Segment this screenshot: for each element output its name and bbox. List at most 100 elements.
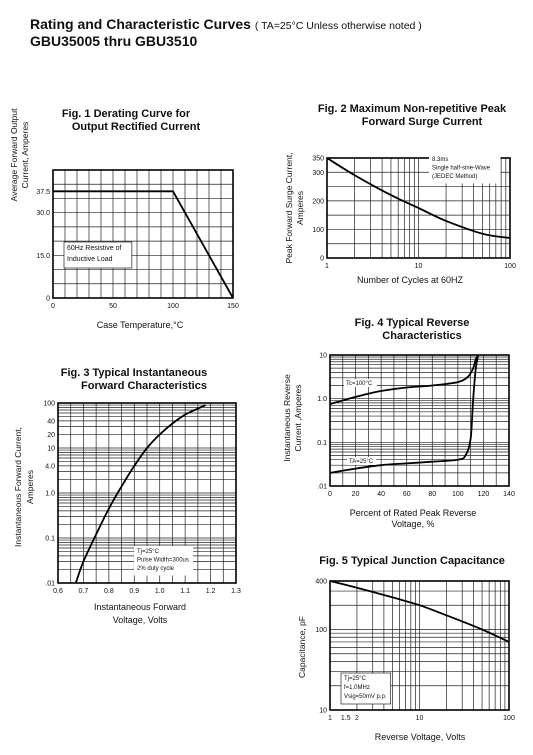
fig5-ytick-label: 400 [315, 579, 327, 586]
fig3-annotation-box [134, 546, 194, 576]
header-title: Rating and Characteristic Curves [30, 16, 251, 32]
fig3-chart: 0.6 0.7 0.8 0.9 1.0 1.1 1.2 1.3 .01 0.1 1.0 4.0 10 20… [13, 367, 241, 625]
fig3-xtick-label: 1.3 [231, 588, 241, 595]
fig4-ytick-label: 0.1 [317, 440, 327, 447]
fig4-ytick-label: .01 [317, 484, 327, 491]
fig1-xtick-label: 0 [51, 303, 55, 310]
fig1-title: Fig. 1 Derating Curve for [62, 108, 191, 120]
fig1-ytick-label: 30.0 [36, 210, 50, 217]
fig4-series-label-bg [344, 379, 377, 387]
fig4-frame [329, 354, 510, 487]
fig5-xtick-label: 100 [503, 715, 515, 722]
fig5-ytick-label: 100 [315, 627, 327, 634]
fig5-ylabel: Capacitance, pF [297, 616, 307, 678]
fig3-ytick-label: 1.0 [45, 491, 55, 498]
fig2-annotation: (JEDEC Method) [432, 174, 477, 180]
fig3-title: Forward Characteristics [81, 380, 207, 392]
fig1-xtick-label: 100 [167, 303, 179, 310]
fig3-xtick-label: 0.8 [104, 588, 114, 595]
fig1-grid [52, 169, 234, 299]
fig5-annotation: Tj=25°C [344, 676, 367, 682]
fig5-xtick-label: 1.5 [341, 715, 351, 722]
fig2-ylabel: Peak Forward Surge Current, [284, 152, 294, 263]
fig5-xtick-label: 2 [355, 715, 359, 722]
fig1-xlabel: Case Temperature,°C [97, 320, 184, 330]
fig3-xtick-label: 0.7 [79, 588, 89, 595]
fig3-xtick-label: 1.2 [206, 588, 216, 595]
fig1-ylabel: Current, Amperes [20, 122, 30, 189]
fig1-title: Output Rectified Current [72, 121, 201, 133]
fig2-ylabel: Amperes [295, 191, 305, 225]
fig4-xtick-label: 140 [503, 491, 515, 498]
fig2-xtick-label: 10 [415, 263, 423, 270]
fig1-xtick-label: 150 [227, 303, 239, 310]
fig4-ytick-label: 10 [319, 353, 327, 360]
fig4-series-line-2 [329, 354, 480, 474]
fig5-frame [329, 580, 510, 711]
fig3-frame [57, 402, 237, 584]
fig3-annotation: Tj=25°C [137, 549, 160, 555]
header-condition: ( TA=25°C Unless otherwise noted ) [254, 20, 422, 32]
fig5-title: Fig. 5 Typical Junction Capacitance [319, 555, 505, 567]
fig3-xlabel: Voltage, Volts [113, 615, 168, 625]
fig5-annotation-box [340, 672, 391, 705]
fig4-xtick-label: 0 [328, 491, 332, 498]
fig3-xtick-label: 1.0 [155, 588, 165, 595]
fig5-chart: 1 1.5 2 10 100 10 100 400 Fig. 5 Typical Junctio… [297, 555, 515, 742]
header-line-1: Rating and Characteristic Curves ( TA=25… [30, 16, 422, 32]
fig2-xlabel: Number of Cycles at 60HZ [357, 275, 464, 285]
fig5-xtick-label: 10 [416, 715, 424, 722]
fig2-title: Forward Surge Current [362, 116, 483, 128]
fig4-series-label: Tc=100°C [346, 381, 373, 387]
fig1-annotation: Inductive Load [67, 256, 113, 263]
fig4-grid [329, 354, 510, 487]
fig4-series-label-bg [347, 457, 377, 465]
fig2-series-line-1 [326, 157, 511, 239]
fig3-xtick-label: 1.1 [180, 588, 190, 595]
fig5-annotation: f=1.0MHz [344, 685, 370, 691]
fig1-annotation: 60Hz Resistive of [67, 245, 122, 252]
fig4-xlabel: Voltage, % [391, 519, 434, 529]
fig3-title: Fig. 3 Typical Instantaneous [61, 367, 208, 379]
fig2-ytick-label: 200 [312, 198, 324, 205]
fig3-series-line-1 [74, 404, 206, 584]
fig4-title: Fig. 4 Typical Reverse [355, 317, 470, 329]
page-header: Rating and Characteristic Curves ( TA=25… [30, 16, 422, 49]
fig1-annotation-box [63, 241, 133, 269]
fig1-frame [52, 169, 234, 299]
fig4-xtick-label: 40 [377, 491, 385, 498]
fig2-chart: 1 10 100 0 100 200 300 350 Fig. 2 Maximum Non-re… [284, 103, 516, 285]
fig1-series-line-1 [53, 190, 234, 299]
fig3-ytick-label: 20 [47, 432, 55, 439]
fig3-ylabel: Amperes [25, 470, 35, 504]
fig2-annotation-box [429, 154, 501, 184]
fig5-xlabel: Reverse Voltage, Volts [375, 732, 466, 742]
fig3-ylabel: Instantaneous Forward Current, [13, 427, 23, 547]
fig4-title: Characteristics [382, 330, 462, 342]
fig1-ytick-label: 15.0 [36, 253, 50, 260]
fig2-frame [326, 157, 511, 259]
fig4-xtick-label: 100 [452, 491, 464, 498]
fig2-xtick-label: 100 [504, 263, 516, 270]
fig4-xlabel: Percent of Rated Peak Reverse [350, 508, 477, 518]
fig2-annotation: 8.3ms [432, 157, 448, 163]
fig2-ytick-label: 0 [320, 256, 324, 263]
fig2-annotation: Single half-sine-Wave [432, 166, 491, 172]
fig1-xtick-label: 50 [109, 303, 117, 310]
fig5-xtick-label: 1 [328, 715, 332, 722]
fig1-ytick-label: 0 [46, 296, 50, 303]
fig3-ytick-label: 40 [47, 418, 55, 425]
fig2-ytick-label: 300 [312, 170, 324, 177]
fig2-title: Fig. 2 Maximum Non-repetitive Peak [318, 103, 507, 115]
fig3-annotation: 2% duty cycle [137, 566, 175, 572]
fig4-xtick-label: 20 [352, 491, 360, 498]
fig1-chart: 0 50 100 150 0 15.0 30.0 37.5 Fig. 1 Derating Cu… [9, 108, 239, 330]
fig4-ylabel: Current ,Amperes [293, 384, 303, 451]
fig2-ytick-label: 350 [312, 156, 324, 163]
fig3-ytick-label: 10 [47, 446, 55, 453]
fig4-xtick-label: 60 [403, 491, 411, 498]
fig5-series-line-1 [329, 580, 510, 643]
fig3-xtick-label: 0.9 [129, 588, 139, 595]
fig4-chart: 0 20 40 60 80 100 120 140 .01 0.1 1.0 10 Fig. 4 Typi… [282, 317, 515, 529]
